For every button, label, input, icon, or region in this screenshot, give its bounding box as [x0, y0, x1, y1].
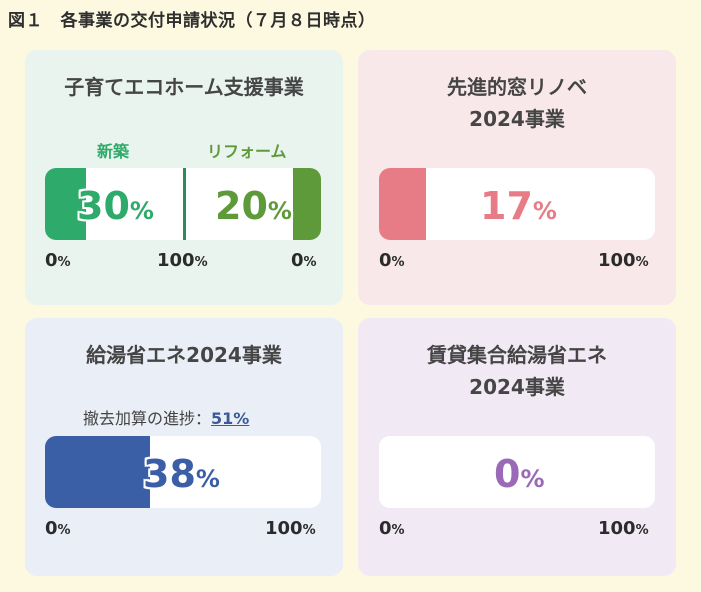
value-label: 0%: [494, 452, 545, 496]
card-title-line2: 2024事業: [469, 375, 565, 399]
value-label-reform: 20%: [215, 184, 292, 228]
tick-label-max: 100%: [265, 518, 316, 539]
card-mado: 先進的窓リノベ 2024事業 17% 0% 100%: [358, 50, 676, 305]
bar-divider: [183, 168, 186, 240]
tick-label-center: 100%: [157, 250, 208, 271]
tick-label-max: 100%: [598, 518, 649, 539]
card-title-line2: 2024事業: [469, 107, 565, 131]
series-label-reform: リフォーム: [207, 142, 287, 161]
tick-label-min: 0%: [379, 518, 405, 539]
card-kosodate: 子育てエコホーム支援事業 新築 リフォーム 30% 20% 0% 100% 0%: [25, 50, 343, 305]
value-label: 17%: [480, 184, 557, 228]
series-label-shinchiku: 新築: [97, 142, 130, 161]
card-title: 子育てエコホーム支援事業: [64, 75, 304, 99]
bar-track: [45, 436, 321, 508]
bar-fill: [379, 168, 426, 240]
removal-progress-note: 撤去加算の進捗：51%: [83, 409, 250, 428]
tick-label-left: 0%: [45, 250, 71, 271]
removal-progress-value: 51%: [211, 409, 250, 428]
card-chintai: 賃貸集合給湯省エネ 2024事業 0% 0% 100%: [358, 318, 676, 576]
card-title-line1: 賃貸集合給湯省エネ: [427, 343, 607, 367]
figure-title: 図１ 各事業の交付申請状況（７月８日時点）: [8, 11, 376, 31]
tick-label-min: 0%: [379, 250, 405, 271]
bar-fill-shinchiku: [45, 168, 87, 240]
tick-label-right: 0%: [291, 250, 317, 271]
tick-label-max: 100%: [598, 250, 649, 271]
bar-fill: [45, 436, 150, 508]
tick-label-min: 0%: [45, 518, 71, 539]
bar-track: [379, 168, 655, 240]
bar-fill-reform: [293, 168, 321, 240]
card-title-line1: 先進的窓リノベ: [447, 75, 587, 99]
value-label-shinchiku: 30%: [77, 184, 154, 228]
value-label: 38%: [143, 452, 220, 496]
card-title: 給湯省エネ2024事業: [86, 343, 282, 367]
bar-track: [379, 436, 655, 508]
card-kyuto: 給湯省エネ2024事業 撤去加算の進捗：51% 38% 0% 100%: [25, 318, 343, 576]
